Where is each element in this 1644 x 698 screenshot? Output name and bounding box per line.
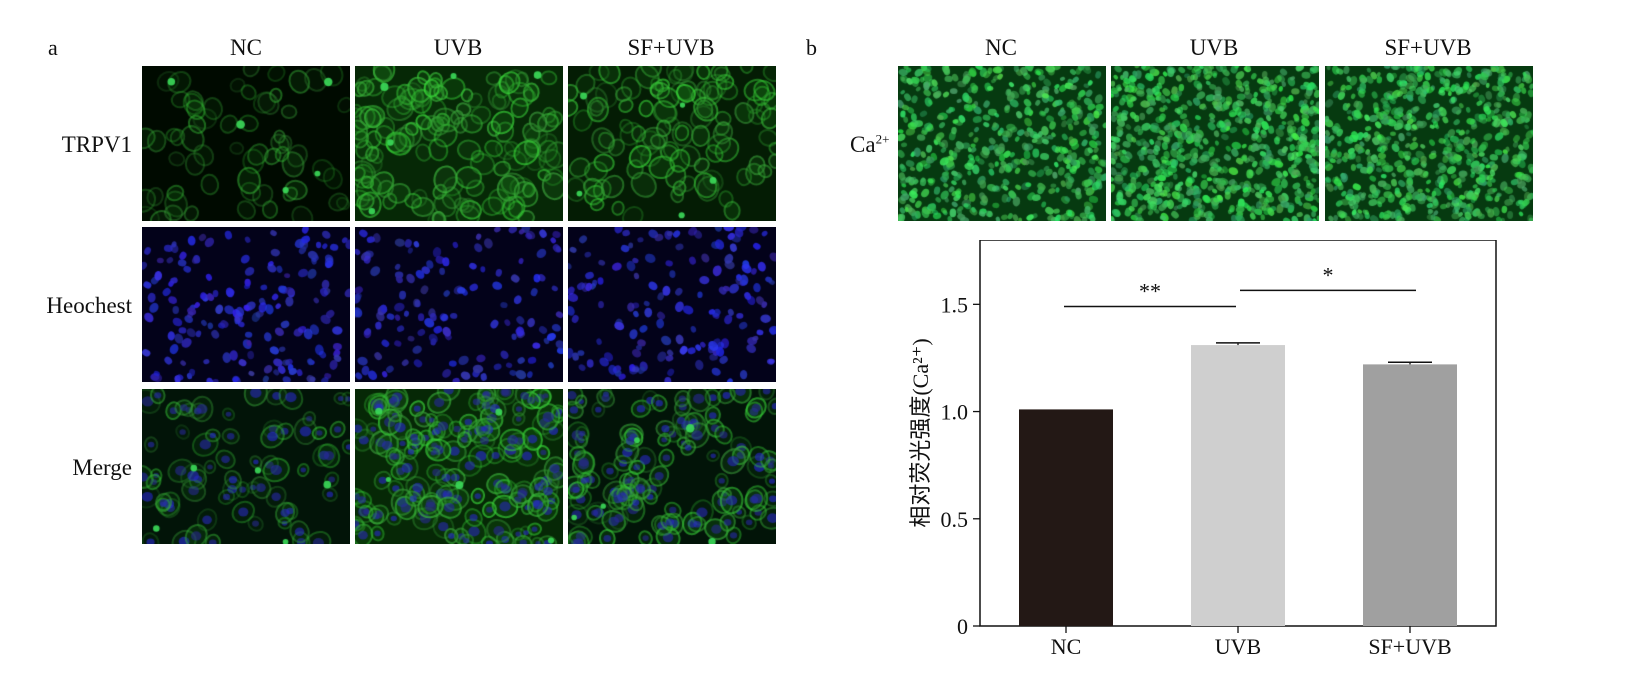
y-tick-label: 0.5: [941, 507, 969, 532]
micrograph-merge-uvb: [355, 389, 563, 544]
micrograph-hoechst-uvb: [355, 227, 563, 382]
micrograph-ca-uvb: [1111, 66, 1319, 221]
panel-a-col-nc: NC: [230, 35, 262, 60]
micrograph-merge-nc: [142, 389, 350, 544]
y-tick-label: 1.5: [941, 292, 969, 317]
ca-label-sup: 2+: [875, 131, 890, 147]
panel-b-col-uvb: UVB: [1189, 35, 1239, 60]
bar-chart: 00.51.01.5NC UVB SF+UVB***相对荧光强度(Ca²⁺): [908, 240, 1497, 659]
micrograph-merge-sfuvb: [568, 389, 776, 544]
micrograph-trpv1-uvb: [355, 66, 563, 221]
micrograph-hoechst-sfuvb: [568, 227, 776, 382]
bar-2: [1363, 364, 1457, 626]
x-tick-label: UVB: [1215, 634, 1261, 659]
y-axis-label: 相对荧光强度(Ca²⁺): [908, 338, 933, 527]
panel-b-letter: b: [806, 35, 817, 60]
panel-a-col-sfuvb: SF+UVB: [627, 35, 715, 60]
micrograph-trpv1-sfuvb: [568, 66, 776, 221]
panel-b-col-sfuvb: SF+UVB: [1384, 35, 1472, 60]
ca-label-base: Ca: [850, 132, 876, 157]
panel-a-row-hoechst: Heochest: [46, 293, 132, 318]
panel-a-row-trpv1: TRPV1: [61, 132, 132, 157]
panel-a-row-merge: Merge: [72, 455, 132, 480]
bar-1: [1191, 345, 1285, 626]
micrograph-hoechst-nc: [142, 227, 350, 382]
x-tick-label: NC: [1051, 634, 1082, 659]
panel-a-letter: a: [48, 35, 58, 60]
micrograph-trpv1-nc: [142, 66, 350, 221]
panel-b-col-nc: NC: [985, 35, 1017, 60]
significance-label: **: [1139, 278, 1161, 303]
panel-b-row-ca: Ca2+: [850, 131, 890, 157]
x-tick-label: SF+UVB: [1368, 634, 1451, 659]
y-tick-label: 1.0: [941, 400, 969, 425]
micrograph-ca-sfuvb: [1325, 66, 1533, 221]
panel-a-col-uvb: UVB: [433, 35, 483, 60]
bar-0: [1019, 409, 1113, 626]
y-tick-label: 0: [957, 614, 968, 639]
micrograph-ca-nc: [898, 66, 1106, 221]
significance-label: *: [1323, 262, 1334, 287]
